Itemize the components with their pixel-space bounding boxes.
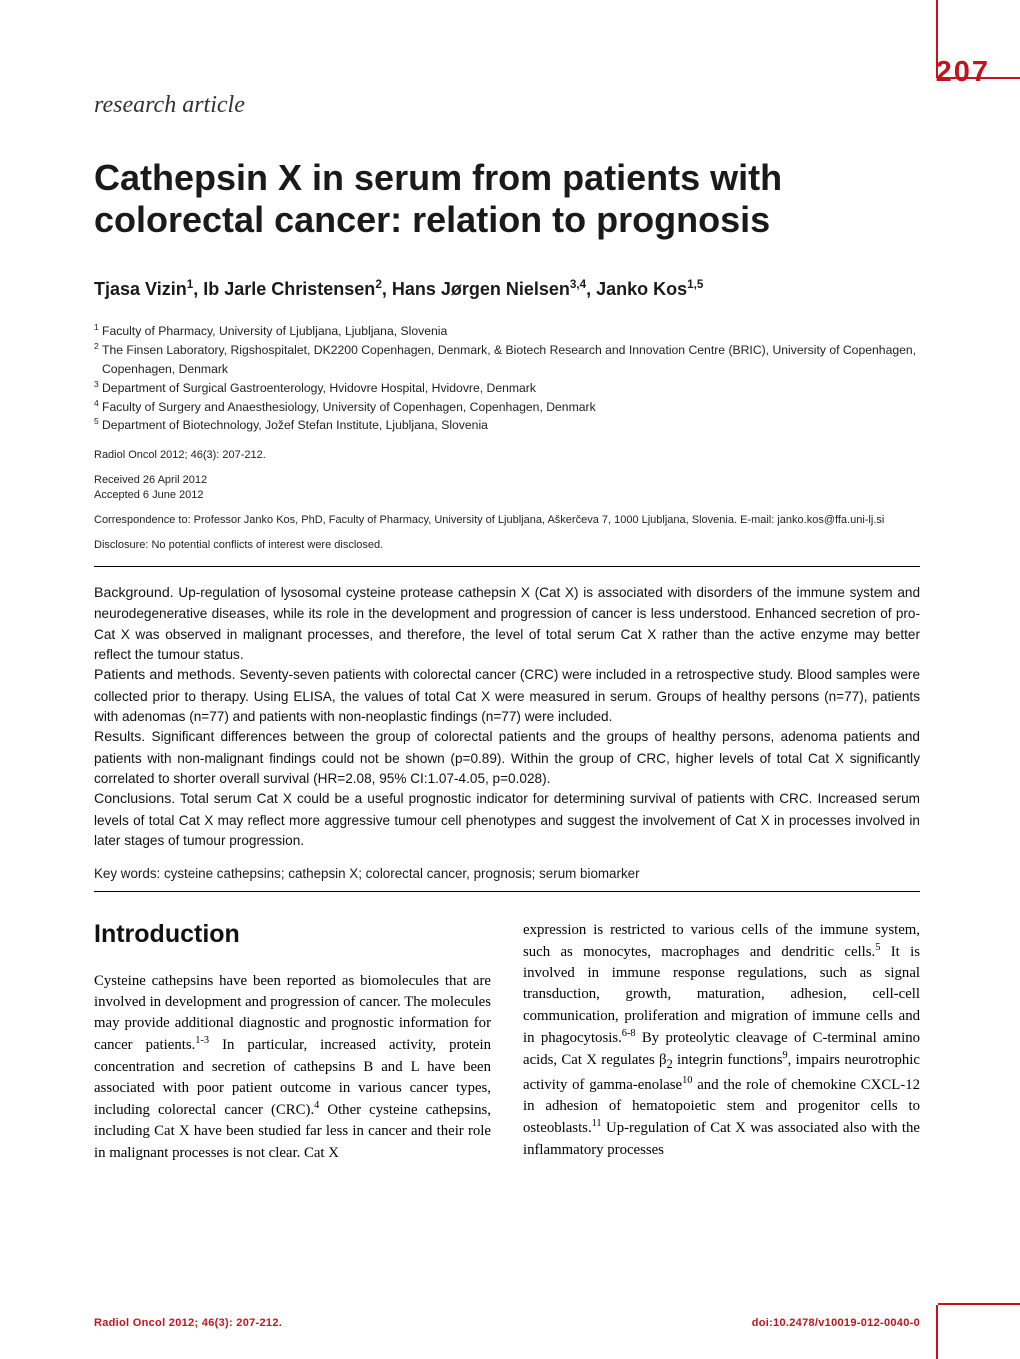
abstract-results-text: Significant differences between the grou… xyxy=(94,729,920,786)
abstract-results-label: Results. xyxy=(94,729,145,745)
intro-paragraph-left: Cysteine cathepsins have been reported a… xyxy=(94,971,491,1165)
dates-block: Received 26 April 2012 Accepted 6 June 2… xyxy=(94,473,920,503)
abstract-conclusions-label: Conclusions. xyxy=(94,791,175,807)
body-column-right: expression is restricted to various cell… xyxy=(523,920,920,1165)
footer-doi: doi:10.2478/v10019-012-0040-0 xyxy=(752,1317,920,1329)
intro-paragraph-right: expression is restricted to various cell… xyxy=(523,920,920,1161)
affiliation-number: 2 xyxy=(94,340,102,378)
affiliation-number: 3 xyxy=(94,378,102,397)
affiliations-block: 1Faculty of Pharmacy, University of Ljub… xyxy=(94,322,920,435)
keywords-line: Key words: cysteine cathepsins; cathepsi… xyxy=(94,866,920,881)
abstract-block: Background. Up-regulation of lysosomal c… xyxy=(94,583,920,852)
page-corner-rule-bottom-horizontal xyxy=(938,1303,1020,1305)
footer-citation: Radiol Oncol 2012; 46(3): 207-212. xyxy=(94,1317,282,1329)
received-date: Received 26 April 2012 xyxy=(94,473,920,488)
affiliation-text: Department of Biotechnology, Jožef Stefa… xyxy=(102,416,920,435)
accepted-date: Accepted 6 June 2012 xyxy=(94,488,920,503)
affiliation-number: 1 xyxy=(94,321,102,340)
abstract-conclusions-text: Total serum Cat X could be a useful prog… xyxy=(94,791,920,848)
abstract-background-label: Background. xyxy=(94,585,174,601)
section-label: research article xyxy=(94,92,920,119)
affiliation-number: 4 xyxy=(94,397,102,416)
page-footer: Radiol Oncol 2012; 46(3): 207-212. doi:1… xyxy=(94,1317,920,1329)
page-corner-rule-bottom-vertical xyxy=(936,1305,938,1359)
affiliation-row: 5Department of Biotechnology, Jožef Stef… xyxy=(94,416,920,435)
introduction-heading: Introduction xyxy=(94,920,491,949)
disclosure: Disclosure: No potential conflicts of in… xyxy=(94,538,920,553)
affiliation-row: 4Faculty of Surgery and Anaesthesiology,… xyxy=(94,398,920,417)
affiliation-text: The Finsen Laboratory, Rigshospitalet, D… xyxy=(102,341,920,379)
abstract-background-text: Up-regulation of lysosomal cysteine prot… xyxy=(94,585,920,662)
abstract-top-rule xyxy=(94,566,920,567)
correspondence: Correspondence to: Professor Janko Kos, … xyxy=(94,513,920,528)
affiliation-text: Department of Surgical Gastroenterology,… xyxy=(102,379,920,398)
affiliation-row: 1Faculty of Pharmacy, University of Ljub… xyxy=(94,322,920,341)
body-two-column: Introduction Cysteine cathepsins have be… xyxy=(94,920,920,1165)
citation-line: Radiol Oncol 2012; 46(3): 207-212. xyxy=(94,449,920,461)
affiliation-number: 5 xyxy=(94,415,102,434)
affiliation-row: 3Department of Surgical Gastroenterology… xyxy=(94,379,920,398)
affiliation-text: Faculty of Pharmacy, University of Ljubl… xyxy=(102,322,920,341)
page-content: research article Cathepsin X in serum fr… xyxy=(94,92,920,1164)
body-column-left: Introduction Cysteine cathepsins have be… xyxy=(94,920,491,1165)
affiliation-text: Faculty of Surgery and Anaesthesiology, … xyxy=(102,398,920,417)
abstract-bottom-rule xyxy=(94,891,920,892)
authors-line: Tjasa Vizin1, Ib Jarle Christensen2, Han… xyxy=(94,278,920,300)
page-number: 207 xyxy=(936,56,990,89)
affiliation-row: 2The Finsen Laboratory, Rigshospitalet, … xyxy=(94,341,920,379)
article-title: Cathepsin X in serum from patients with … xyxy=(94,157,920,242)
abstract-methods-label: Patients and methods. xyxy=(94,667,236,683)
